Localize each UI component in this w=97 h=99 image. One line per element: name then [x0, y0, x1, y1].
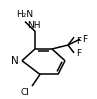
Text: F: F	[76, 49, 81, 58]
Text: F: F	[82, 35, 87, 44]
Text: H₂N: H₂N	[16, 10, 34, 19]
Text: NH: NH	[27, 21, 41, 30]
Text: F: F	[76, 37, 81, 46]
Text: N: N	[11, 56, 19, 66]
Text: Cl: Cl	[20, 88, 29, 97]
